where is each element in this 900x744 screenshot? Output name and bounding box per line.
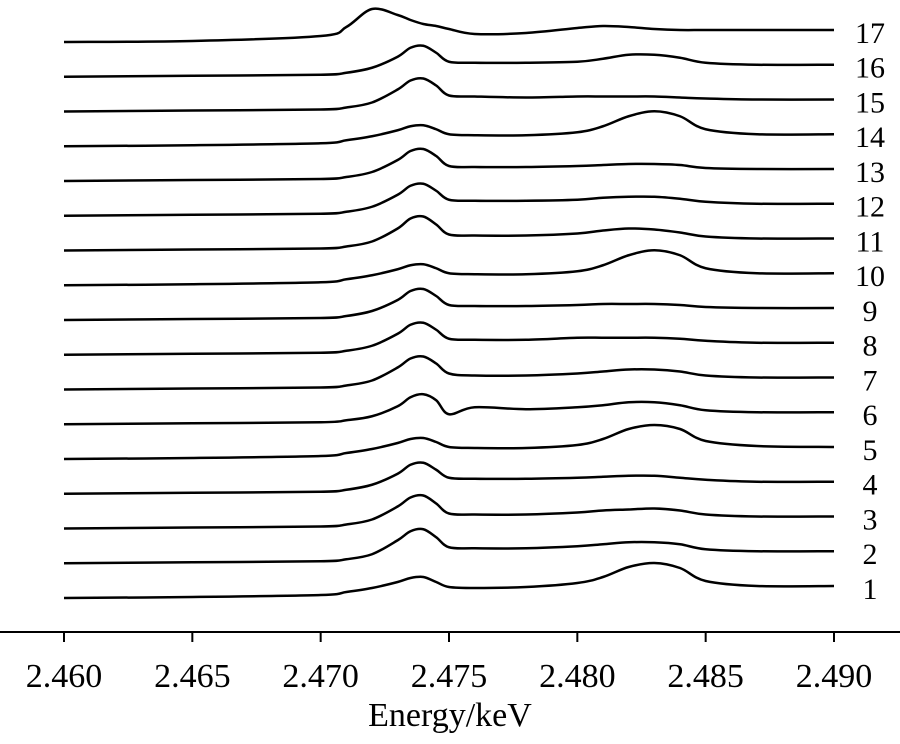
series-label: 5: [863, 434, 878, 467]
series-label: 8: [863, 330, 878, 363]
spectrum-line: [63, 7, 834, 44]
spectrum-line: [63, 182, 835, 217]
x-tick-label: 2.465: [154, 658, 231, 695]
x-tick-label: 2.490: [796, 658, 873, 695]
series-label: 7: [863, 364, 878, 397]
series-label: 6: [863, 399, 878, 432]
spectrum-line: [63, 147, 835, 183]
spectrum-line: [63, 109, 835, 148]
series-label: 17: [855, 17, 885, 50]
x-tick-label: 2.475: [411, 658, 488, 695]
series-label: 2: [863, 538, 878, 571]
x-tick-label: 2.460: [26, 658, 103, 695]
spectrum-line: [63, 287, 835, 322]
series-label: 15: [855, 86, 885, 119]
series-label: 10: [855, 260, 885, 293]
spectrum-line: [63, 321, 835, 356]
spectrum-line: [63, 354, 835, 391]
spectrum-line: [63, 561, 835, 600]
series-label: 9: [863, 295, 878, 328]
spectrum-line: [63, 493, 835, 530]
series-label: 14: [855, 121, 885, 154]
x-tick-label: 2.480: [539, 658, 616, 695]
x-axis-title: Energy/keV: [368, 697, 532, 734]
x-tick-label: 2.470: [282, 658, 359, 695]
series-label: 12: [855, 191, 885, 224]
spectrum-line: [63, 248, 835, 287]
x-tick-label: 2.485: [667, 658, 744, 695]
spectrum-line: [63, 214, 835, 252]
series-label: 1: [863, 573, 878, 606]
spectrum-line: [63, 423, 835, 461]
spectrum-line: [63, 44, 835, 78]
spectrum-line: [63, 461, 835, 495]
spectrum-line: [63, 76, 835, 113]
series-label: 3: [863, 503, 878, 536]
series-label: 16: [855, 52, 885, 85]
series-label: 4: [863, 469, 878, 502]
spectrum-line: [63, 392, 835, 426]
series-label: 13: [855, 156, 885, 189]
series-label: 11: [856, 225, 885, 258]
spectrum-line: [63, 527, 835, 565]
